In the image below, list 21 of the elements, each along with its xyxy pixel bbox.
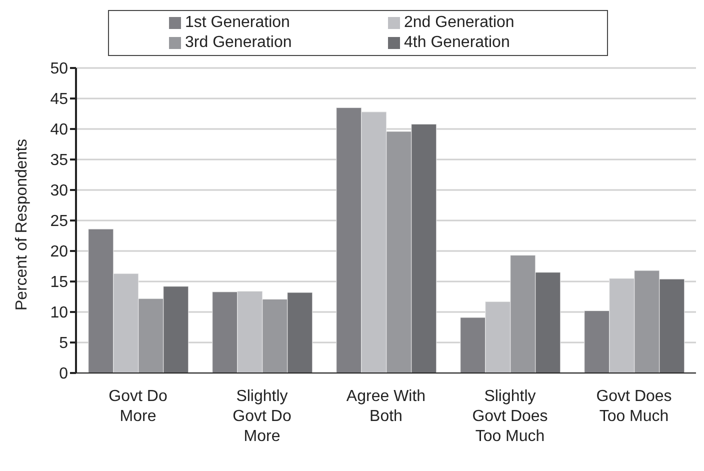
y-tick-label: 35 (50, 152, 68, 170)
x-tick-label: Agree With Both (346, 388, 426, 425)
y-tick-label: 30 (50, 182, 68, 200)
x-tick-label: Slightly Govt Does Too Much (472, 388, 548, 445)
y-tick-label: 10 (50, 304, 68, 322)
y-tick-label: 5 (59, 335, 68, 352)
y-tick-label: 25 (50, 213, 68, 230)
legend-label: 2nd Generation (404, 13, 514, 33)
x-tick-label: Govt Do More (108, 388, 168, 425)
y-tick-label: 0 (59, 366, 68, 383)
legend-label: 4th Generation (404, 33, 510, 53)
x-tick-label: Slightly Govt Do More (232, 388, 292, 445)
y-tick-label: 50 (50, 60, 68, 78)
y-tick-label: 45 (50, 91, 68, 108)
y-tick-label: 40 (50, 122, 68, 139)
y-tick-label: 15 (50, 274, 68, 292)
legend-label: 1st Generation (185, 13, 290, 33)
x-tick-label: Govt Does Too Much (596, 388, 672, 425)
legend-label: 3rd Generation (185, 33, 292, 53)
y-tick-label: 20 (50, 244, 68, 261)
y-axis-title: Percent of Respondents (14, 138, 31, 310)
